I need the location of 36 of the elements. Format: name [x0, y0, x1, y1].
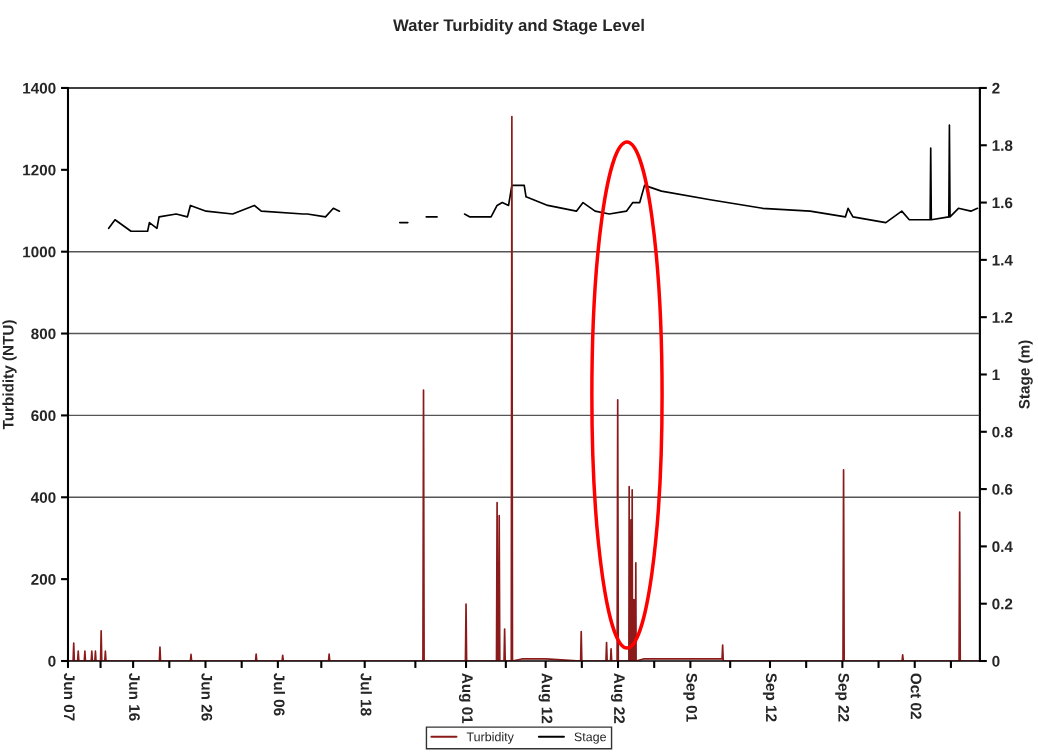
y2-tick-label: 1 — [992, 369, 1000, 381]
y-tick-label: 0 — [48, 655, 56, 667]
x-tick-label: Sep 12 — [762, 673, 777, 722]
x-tick-label: Oct 02 — [910, 673, 922, 719]
y2-tick-label: 1.6 — [992, 197, 1013, 209]
y-tick-label: 1400 — [23, 82, 56, 94]
y-tick-label: 600 — [31, 410, 56, 422]
y-tick-label: 1200 — [23, 164, 56, 176]
y-tick-label: 1000 — [23, 246, 56, 258]
y2-tick-label: 0.6 — [992, 483, 1013, 495]
x-tick-label: Aug 12 — [538, 673, 553, 724]
x-tick-label: Jul 06 — [273, 673, 285, 716]
y-axis-title: Turbidity (NTU) — [2, 320, 17, 430]
y-tick-label: 800 — [31, 328, 56, 340]
x-tick-label: Aug 01 — [458, 673, 473, 724]
y2-tick-label: 0.8 — [992, 426, 1013, 438]
y2-tick-label: 0.4 — [992, 541, 1013, 553]
y2-tick-label: 0.2 — [992, 598, 1013, 610]
y2-tick-label: 2 — [992, 82, 1000, 94]
y2-tick-label: 1.4 — [992, 254, 1013, 266]
x-tick-label: Sep 01 — [683, 673, 698, 722]
chart-title: Water Turbidity and Stage Level — [393, 18, 644, 35]
y2-tick-label: 1.8 — [992, 140, 1013, 151]
x-tick-label: Jun 07 — [63, 673, 75, 721]
y2-tick-label: 1.2 — [992, 312, 1013, 323]
y2-axis-title: Stage (m) — [1018, 340, 1033, 409]
x-tick-label: Jun 16 — [129, 673, 140, 721]
x-tick-label: Jul 18 — [360, 673, 372, 716]
legend-label: Turbidity — [466, 732, 514, 744]
legend-label: Stage — [574, 732, 607, 744]
x-tick-label: Aug 22 — [610, 673, 625, 724]
x-tick-label: Sep 22 — [835, 673, 850, 722]
x-tick-label: Jun 26 — [201, 673, 213, 721]
y2-tick-label: 0 — [992, 655, 1000, 667]
y-tick-label: 200 — [31, 574, 56, 585]
y-tick-label: 400 — [30, 492, 56, 503]
